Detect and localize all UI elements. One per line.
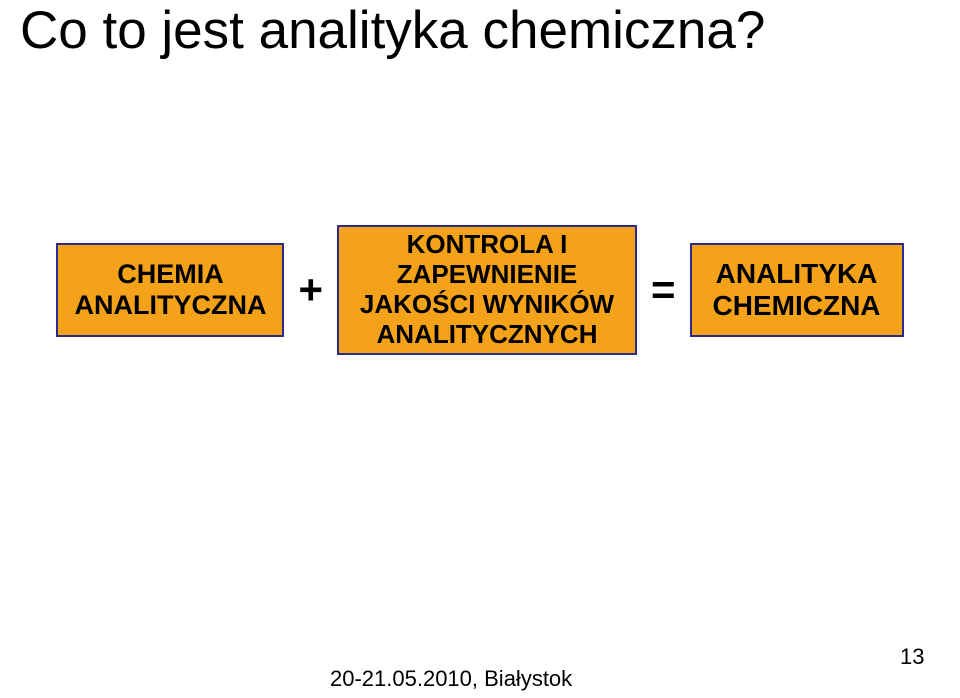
box-middle-text: KONTROLA IZAPEWNIENIEJAKOŚCI WYNIKÓWANAL… <box>360 230 614 350</box>
slide: Co to jest analityka chemiczna? CHEMIAAN… <box>0 0 960 698</box>
box-chemia-analityczna: CHEMIAANALITYCZNA <box>56 243 284 337</box>
box-kontrola-zapewnienie: KONTROLA IZAPEWNIENIEJAKOŚCI WYNIKÓWANAL… <box>337 225 637 355</box>
footer-page-number: 13 <box>900 644 924 670</box>
footer-date: 20-21.05.2010, Białystok <box>330 666 572 692</box>
operator-plus: + <box>298 266 323 314</box>
equation-row: CHEMIAANALITYCZNA + KONTROLA IZAPEWNIENI… <box>0 225 960 355</box>
box-analityka-chemiczna: ANALITYKACHEMICZNA <box>690 243 904 337</box>
operator-equals: = <box>651 266 676 314</box>
box-left-text: CHEMIAANALITYCZNA <box>74 259 266 321</box>
box-right-text: ANALITYKACHEMICZNA <box>713 258 881 322</box>
slide-title: Co to jest analityka chemiczna? <box>20 0 940 61</box>
